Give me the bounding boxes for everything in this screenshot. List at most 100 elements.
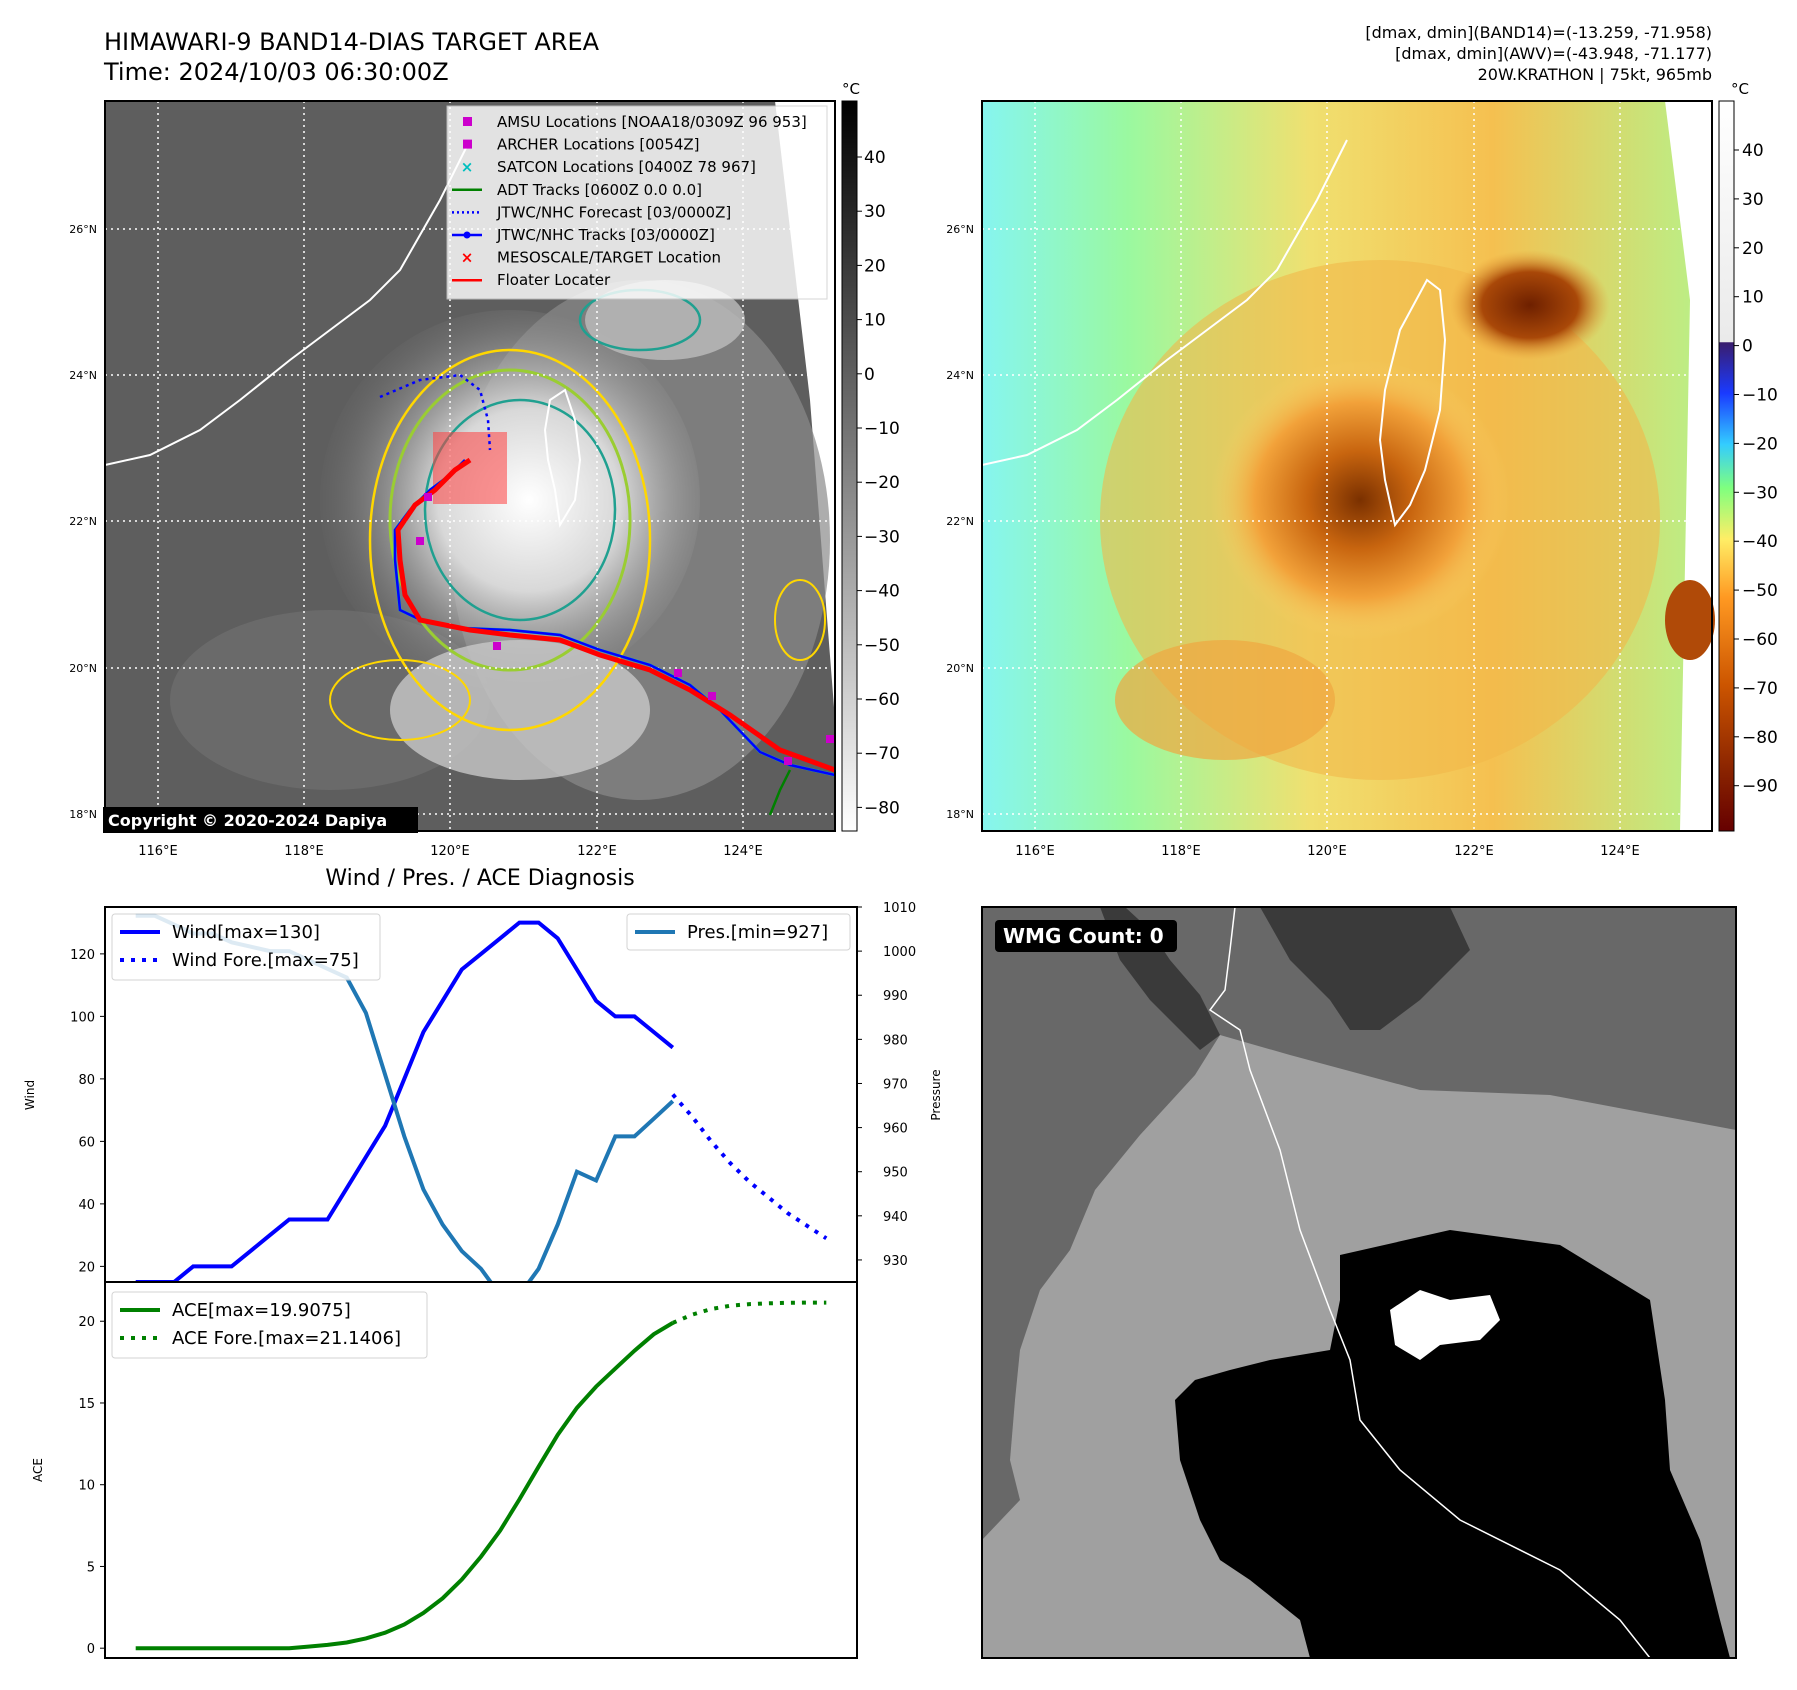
lon-label: 118°E xyxy=(284,844,324,859)
legend-label: Floater Locater xyxy=(497,271,611,289)
y-tick-label: 0 xyxy=(87,1642,95,1657)
figure-time: Time: 2024/10/03 06:30:00Z xyxy=(103,58,449,86)
y-right-tick-label: 1000 xyxy=(883,945,916,960)
y-right-tick-label: 950 xyxy=(883,1166,908,1181)
awv-lon-labels: 116°E 118°E 120°E 122°E 124°E xyxy=(1015,844,1640,859)
gray-tick-label: −10 xyxy=(864,419,900,439)
gray-tick-label: −70 xyxy=(864,744,900,764)
legend-label: MESOSCALE/TARGET Location xyxy=(497,249,721,267)
wmg-black-region xyxy=(1175,1230,1730,1658)
legend-entry: JTWC/NHC Forecast [03/0000Z] xyxy=(452,203,731,221)
y-right-tick-label: 990 xyxy=(883,989,908,1004)
chart-legend-label: ACE Fore.[max=21.1406] xyxy=(172,1328,401,1349)
y-tick-label: 15 xyxy=(78,1397,95,1412)
awv-gridlines xyxy=(982,101,1712,831)
adt-track xyxy=(768,769,792,816)
y-tick-label: 20 xyxy=(78,1315,95,1330)
forecast-track xyxy=(379,373,492,451)
color-colorbar-ramp xyxy=(1718,100,1735,832)
lat-label: 26°N xyxy=(946,223,974,236)
wmg-midgray-region xyxy=(982,907,1736,1540)
lat-label: 20°N xyxy=(946,662,974,675)
diagnosis-title: Wind / Pres. / ACE Diagnosis xyxy=(325,866,634,891)
y-tick-label: 120 xyxy=(70,948,95,963)
legend-label: SATCON Locations [0400Z 78 967] xyxy=(497,158,756,176)
chart-legend-box xyxy=(626,913,851,951)
ir-cloud-ne xyxy=(585,280,745,360)
awv-storm-ne xyxy=(1450,250,1610,360)
ir-lon-labels: 116°E 118°E 120°E 122°E 124°E xyxy=(138,844,763,859)
awv-coastline-china xyxy=(981,139,1348,466)
series-line-wind xyxy=(135,920,675,1284)
contour-green xyxy=(388,368,632,672)
legend-entry: ADT Tracks [0600Z 0.0 0.0] xyxy=(452,181,702,199)
y-tick-label: 10 xyxy=(78,1479,95,1494)
color-tick-label: 30 xyxy=(1742,190,1764,210)
color-colorbar-ticks: 40 30 20 10 0 −10 −20 −30 −40 −50 −60 −70 −80 −90 xyxy=(1734,141,1778,797)
lon-label: 116°E xyxy=(138,844,178,859)
gray-tick-label: −60 xyxy=(864,690,900,710)
lon-label: 120°E xyxy=(1307,844,1347,859)
lat-label: 18°N xyxy=(946,808,974,821)
awv-map-frame xyxy=(981,100,1713,832)
chart-legend-label: Wind Fore.[max=75] xyxy=(172,950,359,971)
y-right-tick-label: 970 xyxy=(883,1077,908,1092)
gray-tick-label: −30 xyxy=(864,527,900,547)
legend-dot-marker xyxy=(463,231,471,239)
legend-entry: × SATCON Locations [0400Z 78 967] xyxy=(461,158,756,176)
lon-label: 118°E xyxy=(1161,844,1201,859)
info-line-1: [dmax, dmin](BAND14)=(-13.259, -71.958) xyxy=(1365,23,1712,42)
legend-x-marker: × xyxy=(461,249,474,267)
figure-title: HIMAWARI-9 BAND14-DIAS TARGET AREA xyxy=(104,28,600,56)
color-tick-label: −90 xyxy=(1742,777,1778,797)
awv-lat-labels: 26°N 24°N 22°N 20°N 18°N xyxy=(946,223,974,821)
map-legend-entries: AMSU Locations [NOAA18/0309Z 96 953] ARCH… xyxy=(452,113,807,289)
wmg-frame xyxy=(981,906,1737,1659)
color-tick-label: −80 xyxy=(1742,728,1778,748)
gray-tick-label: −20 xyxy=(864,473,900,493)
ir-map-panel: Copyright © 2020-2024 Dapiya AMSU Locati… xyxy=(103,100,836,833)
color-tick-label: 20 xyxy=(1742,239,1764,259)
info-line-2: [dmax, dmin](AWV)=(-43.948, -71.177) xyxy=(1395,44,1712,63)
legend-entry: AMSU Locations [NOAA18/0309Z 96 953] xyxy=(463,113,807,131)
legend-square-marker xyxy=(463,139,472,149)
wmg-darkgray-region xyxy=(982,907,1470,1050)
legend-square-marker xyxy=(463,117,472,126)
legend-entry: × MESOSCALE/TARGET Location xyxy=(461,249,721,267)
gray-tick-label: 40 xyxy=(864,148,886,168)
y-right-tick-label: 980 xyxy=(883,1033,908,1048)
gray-tick-label: 20 xyxy=(864,256,886,276)
ir-storm-core xyxy=(320,310,700,690)
gray-colorbar-ramp xyxy=(841,100,858,832)
y-right-tick-label: 930 xyxy=(883,1254,908,1269)
lat-label: 18°N xyxy=(69,808,97,821)
chart-legend-label: Pres.[min=927] xyxy=(687,922,828,943)
y-right-tick-label: 960 xyxy=(883,1122,908,1137)
map-legend xyxy=(446,105,828,300)
awv-cell-east xyxy=(1665,580,1715,660)
gray-tick-label: −80 xyxy=(864,798,900,818)
wmg-white-region xyxy=(1390,1290,1500,1360)
contour-sw xyxy=(329,659,471,741)
color-tick-label: −20 xyxy=(1742,434,1778,454)
y-right-tick-label: 940 xyxy=(883,1210,908,1225)
pressure-axis-label: Pressure xyxy=(929,1069,943,1120)
awv-coastline-taiwan xyxy=(1378,278,1447,528)
chart-legend-box xyxy=(111,1291,428,1359)
ace-chart: 0 5 10 15 20 ACE[max=19.9075] ACE Fore.[max=21… xyxy=(78,1281,858,1659)
y-tick-label: 80 xyxy=(78,1073,95,1088)
lon-label: 120°E xyxy=(430,844,470,859)
legend-label: ARCHER Locations [0054Z] xyxy=(497,136,700,154)
color-tick-label: 0 xyxy=(1742,337,1753,357)
gray-colorbar: °C 40 30 20 10 0 −10 −20 −30 −40 −50 −60 −70 −80 xyxy=(841,80,900,832)
lat-label: 24°N xyxy=(69,369,97,382)
contour-e xyxy=(774,579,826,661)
lat-label: 22°N xyxy=(69,515,97,528)
awv-band-sw xyxy=(1115,640,1335,760)
lon-label: 124°E xyxy=(723,844,763,859)
wmg-badge xyxy=(995,920,1177,952)
gray-colorbar-unit: °C xyxy=(842,80,860,98)
color-tick-label: −40 xyxy=(1742,532,1778,552)
lon-label: 116°E xyxy=(1015,844,1055,859)
